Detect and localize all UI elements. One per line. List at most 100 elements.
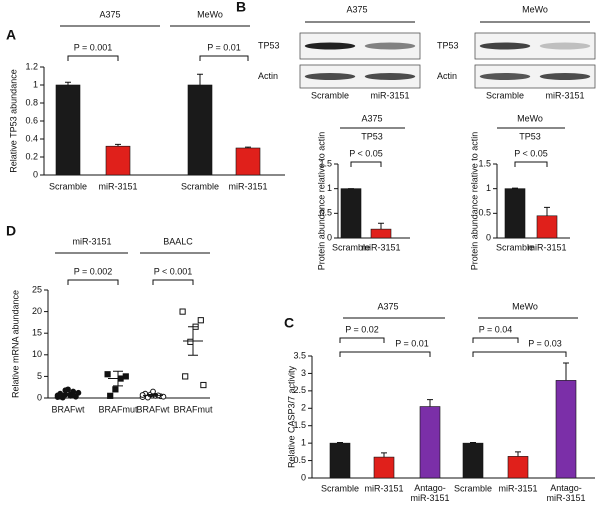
blot-band xyxy=(479,73,531,80)
error-bar xyxy=(115,143,121,147)
blot-band xyxy=(539,42,591,50)
lane-label: miR-3151 xyxy=(370,90,409,100)
error-bar xyxy=(515,451,521,457)
y-tick-label: 0.2 xyxy=(25,151,38,161)
y-tick-label: 0.6 xyxy=(25,115,38,125)
error-bar xyxy=(563,362,569,381)
significance-bracket xyxy=(67,55,119,61)
blot-band xyxy=(479,42,531,50)
group-label: MeWo xyxy=(197,9,223,19)
bar xyxy=(105,145,131,176)
bar xyxy=(340,188,362,239)
bar xyxy=(536,215,558,239)
blot-row-label: TP53 xyxy=(437,40,459,50)
group-label: miR-3151 xyxy=(72,236,111,246)
p-value: P = 0.001 xyxy=(74,42,113,52)
y-axis-label: Relative mRNA abundance xyxy=(10,290,20,398)
p-value: P = 0.01 xyxy=(395,338,429,348)
p-value: P = 0.01 xyxy=(207,42,241,52)
y-tick-label: 1.5 xyxy=(293,420,306,430)
significance-bracket xyxy=(350,161,382,167)
lane-label: Scramble xyxy=(486,90,524,100)
sem-bar xyxy=(113,370,123,387)
p-value: P = 0.02 xyxy=(345,324,379,334)
x-tick-label: miR-3151 xyxy=(361,242,400,252)
x-tick-label: BRAFmut xyxy=(98,404,138,414)
chart-subtitle: TP53 xyxy=(519,131,541,141)
group-label: BAALC xyxy=(163,236,193,246)
lane-label: Scramble xyxy=(311,90,349,100)
y-tick-label: 20 xyxy=(32,306,42,316)
chart-subtitle: TP53 xyxy=(361,131,383,141)
x-tick-label: BRAFmut xyxy=(173,404,213,414)
significance-bracket xyxy=(514,161,548,167)
data-point xyxy=(182,373,189,380)
blot-title: A375 xyxy=(346,4,367,14)
blot-row-label: Actin xyxy=(437,71,457,81)
bar xyxy=(370,228,392,239)
significance-bracket xyxy=(339,351,431,357)
blot-box xyxy=(299,64,421,89)
bar xyxy=(462,442,484,479)
chart-title: A375 xyxy=(361,113,382,123)
x-tick-label: miR-3151 xyxy=(98,181,137,191)
y-tick-label: 1.5 xyxy=(478,158,491,168)
bar xyxy=(373,456,395,479)
y-tick-label: 25 xyxy=(32,284,42,294)
data-point xyxy=(179,308,186,315)
bar xyxy=(187,84,213,176)
data-point xyxy=(187,338,194,345)
error-bar xyxy=(470,441,476,444)
y-axis-label: Protein abundance relative to actin xyxy=(469,132,479,271)
panel-label: C xyxy=(284,315,294,331)
x-tick-label: miR-3151 xyxy=(228,181,267,191)
data-point xyxy=(62,387,69,394)
significance-bracket xyxy=(199,55,249,61)
bar xyxy=(235,147,261,176)
data-point xyxy=(200,381,207,389)
x-tick-label: Scramble xyxy=(332,242,370,252)
error-bar xyxy=(65,81,71,85)
error-bar xyxy=(381,452,387,458)
blot-band xyxy=(364,42,416,50)
p-value: P = 0.03 xyxy=(528,338,562,348)
panel-label: D xyxy=(6,223,16,239)
y-axis-label: Protein abundance relative to actin xyxy=(316,132,326,271)
x-tick-label: Scramble xyxy=(321,483,359,493)
p-value: P < 0.05 xyxy=(349,148,383,158)
error-bar xyxy=(197,73,203,85)
blot-band xyxy=(304,73,356,80)
x-tick-label: Scramble xyxy=(496,242,534,252)
y-axis-label: Relative CASP3/7 activity xyxy=(286,365,296,468)
y-tick-label: 1 xyxy=(486,183,491,193)
blot-row-label: Actin xyxy=(258,71,278,81)
y-tick-label: 2 xyxy=(301,403,306,413)
y-tick-label: 0.4 xyxy=(25,133,38,143)
y-tick-label: 3 xyxy=(301,368,306,378)
data-point xyxy=(107,392,114,399)
y-tick-label: 15 xyxy=(32,328,42,338)
group-label: A375 xyxy=(99,9,120,19)
y-tick-label: 0.5 xyxy=(478,208,491,218)
y-tick-label: 1.2 xyxy=(25,61,38,71)
y-tick-label: 0 xyxy=(37,392,42,402)
significance-bracket xyxy=(472,337,519,343)
significance-bracket xyxy=(152,279,194,285)
error-bar xyxy=(544,206,550,216)
y-tick-label: 2.5 xyxy=(293,385,306,395)
y-tick-label: 0 xyxy=(486,232,491,242)
bar xyxy=(329,442,351,479)
y-tick-label: 5 xyxy=(37,371,42,381)
x-tick-label: BRAFwt xyxy=(51,404,85,414)
data-point xyxy=(150,388,156,395)
p-value: P = 0.002 xyxy=(74,266,113,276)
panel-label: A xyxy=(6,27,16,43)
x-tick-label: miR-3151 xyxy=(364,483,403,493)
bar xyxy=(504,188,526,239)
error-bar xyxy=(337,441,343,444)
p-value: P < 0.001 xyxy=(154,266,193,276)
group-label: A375 xyxy=(377,301,398,311)
x-tick-label: miR-3151 xyxy=(527,242,566,252)
sem-bar xyxy=(148,394,158,397)
